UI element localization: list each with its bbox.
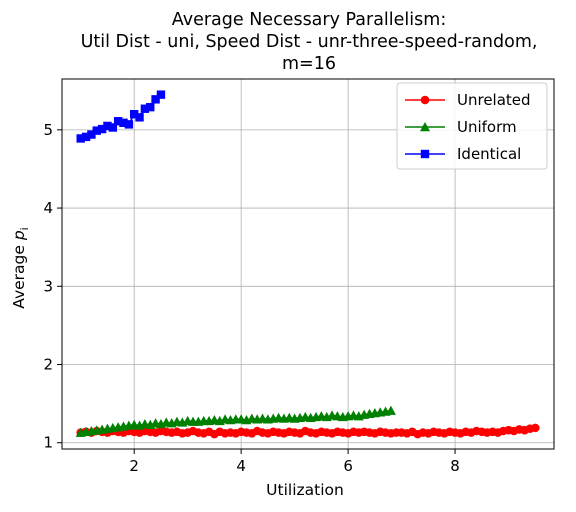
data-point xyxy=(530,423,540,433)
y-axis-label: Average pi xyxy=(10,227,31,308)
y-tick-label: 5 xyxy=(43,121,53,139)
data-point xyxy=(103,121,112,131)
data-point xyxy=(113,117,123,126)
x-tick-label: 2 xyxy=(129,457,139,475)
data-point xyxy=(146,102,155,112)
data-point xyxy=(385,405,396,415)
plot-frame xyxy=(61,78,555,450)
data-point xyxy=(129,110,139,119)
series-layer xyxy=(75,90,540,439)
data-point xyxy=(119,118,128,128)
y-tick-label: 2 xyxy=(43,356,53,374)
data-point xyxy=(76,134,85,143)
data-point xyxy=(151,95,160,104)
series-uniform xyxy=(75,405,396,437)
data-point xyxy=(81,132,91,142)
legend-marker xyxy=(420,122,430,132)
legend-label: Identical xyxy=(457,145,521,163)
legend-item-unrelated: Unrelated xyxy=(405,91,531,109)
chart-title: Average Necessary Parallelism: Util Dist… xyxy=(81,10,538,74)
chart-title-line-1: Average Necessary Parallelism: xyxy=(172,10,446,30)
data-point xyxy=(92,126,101,135)
data-point xyxy=(135,113,144,122)
x-tick-label: 4 xyxy=(236,457,246,475)
data-point xyxy=(87,130,96,139)
y-axis-label-var: p xyxy=(10,230,28,241)
data-point xyxy=(140,104,150,113)
y-axis-label-sub: i xyxy=(18,227,31,230)
y-tick-label: 1 xyxy=(43,434,53,452)
legend-item-uniform: Uniform xyxy=(405,118,517,136)
legend-box xyxy=(396,82,548,170)
data-point xyxy=(124,120,134,129)
y-axis-label-main: Average xyxy=(10,240,28,309)
legend: Unrelated Uniform Identical xyxy=(396,82,548,170)
data-point xyxy=(108,123,118,132)
x-axis-label: Utilization xyxy=(266,481,344,499)
legend-marker xyxy=(420,149,430,159)
chart-title-line-3: m=16 xyxy=(282,54,336,74)
data-point xyxy=(97,124,107,134)
x-tick-label: 6 xyxy=(343,457,353,475)
legend-marker xyxy=(420,95,430,105)
chart-title-line-2: Util Dist - uni, Speed Dist - unr-three-… xyxy=(81,32,538,52)
legend-label: Unrelated xyxy=(457,91,531,109)
y-tick-label: 3 xyxy=(43,277,53,295)
x-tick-label: 8 xyxy=(450,457,460,475)
legend-item-identical: Identical xyxy=(405,145,521,163)
axis-ticks: 2 4 6 8 1 2 3 4 5 xyxy=(43,121,459,475)
series-identical xyxy=(76,90,166,143)
data-point xyxy=(156,90,166,99)
legend-label: Uniform xyxy=(457,118,517,136)
y-tick-label: 4 xyxy=(43,199,53,217)
